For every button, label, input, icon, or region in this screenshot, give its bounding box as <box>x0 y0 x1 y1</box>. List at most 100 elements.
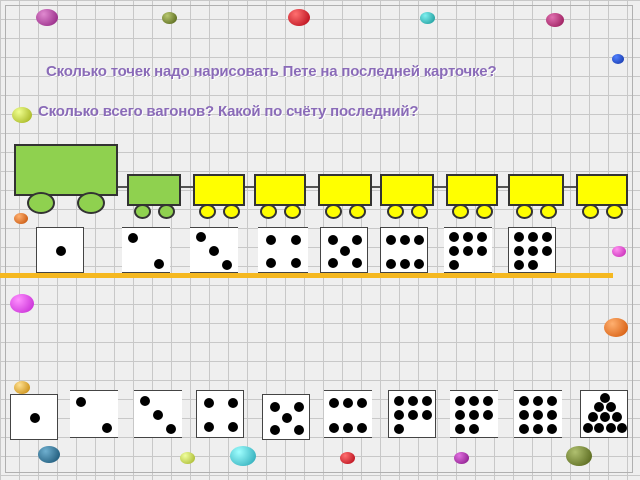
dot <box>528 259 538 270</box>
dot <box>385 258 396 269</box>
wheel <box>157 204 175 219</box>
dot <box>454 395 465 406</box>
dot <box>102 423 113 434</box>
dot <box>518 395 529 406</box>
dot <box>393 410 404 420</box>
dot-card-2 <box>122 227 170 273</box>
dot <box>153 410 163 420</box>
wagon-car <box>254 174 306 206</box>
dot <box>270 401 280 412</box>
dot-card-8 <box>450 390 498 438</box>
divider-line <box>0 273 613 278</box>
dot <box>547 410 558 420</box>
bead <box>36 9 58 26</box>
wheel <box>410 204 428 219</box>
dot <box>594 423 605 434</box>
wheel <box>475 204 493 219</box>
wheel <box>324 204 342 219</box>
dot-card-6 <box>324 390 372 438</box>
tender-car <box>127 174 181 206</box>
wagon-car <box>576 174 628 206</box>
dot <box>463 232 473 243</box>
dot <box>483 410 494 420</box>
coupler <box>564 186 576 188</box>
dot <box>533 395 543 406</box>
dot <box>533 424 543 435</box>
bead <box>604 318 628 337</box>
wagon-car <box>508 174 564 206</box>
bead <box>566 446 592 466</box>
dot <box>528 232 538 243</box>
bead <box>180 452 195 464</box>
dot <box>528 246 538 256</box>
dot <box>448 259 459 270</box>
dot-card-6 <box>380 227 428 273</box>
wagon-car <box>193 174 245 206</box>
dot <box>605 423 616 434</box>
dot <box>30 413 40 423</box>
dot <box>448 232 459 243</box>
bead <box>612 246 626 257</box>
bead <box>546 13 564 27</box>
dot <box>166 424 177 435</box>
dot <box>154 258 165 269</box>
question-dots: Сколько точек надо нарисовать Пете на по… <box>46 63 497 80</box>
wheel <box>222 204 240 219</box>
dot <box>408 395 418 406</box>
dot <box>518 424 529 435</box>
dot <box>204 398 214 408</box>
dot <box>513 246 524 256</box>
dot <box>265 257 276 268</box>
dot <box>265 234 276 245</box>
slide-frame <box>5 5 633 473</box>
dot <box>542 246 553 256</box>
dot <box>270 424 280 435</box>
dot <box>469 424 479 435</box>
dot <box>357 423 368 434</box>
wheel <box>605 204 623 219</box>
dot <box>454 424 465 435</box>
wheel <box>386 204 404 219</box>
dot-card-8 <box>508 227 556 273</box>
dot <box>352 257 362 268</box>
wagon-car <box>446 174 498 206</box>
dot <box>414 234 425 245</box>
dot <box>228 422 238 432</box>
coupler <box>118 186 127 188</box>
dot-card-7 <box>444 227 492 273</box>
dot <box>75 396 86 407</box>
wheel <box>77 192 105 214</box>
dot <box>469 395 479 406</box>
dot <box>393 424 404 435</box>
bead <box>14 381 30 394</box>
dot <box>222 259 233 270</box>
dot-card-9 <box>514 390 562 438</box>
dot <box>477 232 488 243</box>
dot-card-10 <box>580 390 628 438</box>
dot <box>605 402 616 413</box>
dot <box>204 422 214 432</box>
dot <box>513 259 524 270</box>
dot-card-7 <box>388 390 436 438</box>
dot <box>518 410 529 420</box>
dot <box>282 413 292 423</box>
wheel <box>515 204 533 219</box>
dot <box>400 234 410 245</box>
wheel <box>283 204 301 219</box>
dot-card-2 <box>70 390 118 438</box>
dot <box>385 234 396 245</box>
dot <box>414 258 425 269</box>
bead <box>230 446 256 466</box>
dot <box>600 392 610 403</box>
dot <box>463 246 473 256</box>
dot <box>600 412 610 423</box>
bead <box>38 446 60 463</box>
wagon-car <box>318 174 372 206</box>
dot-card-1 <box>36 227 84 273</box>
dot <box>393 395 404 406</box>
coupler <box>181 186 193 188</box>
coupler <box>434 186 446 188</box>
wheel <box>27 192 55 214</box>
dot <box>483 395 494 406</box>
coupler <box>306 186 318 188</box>
